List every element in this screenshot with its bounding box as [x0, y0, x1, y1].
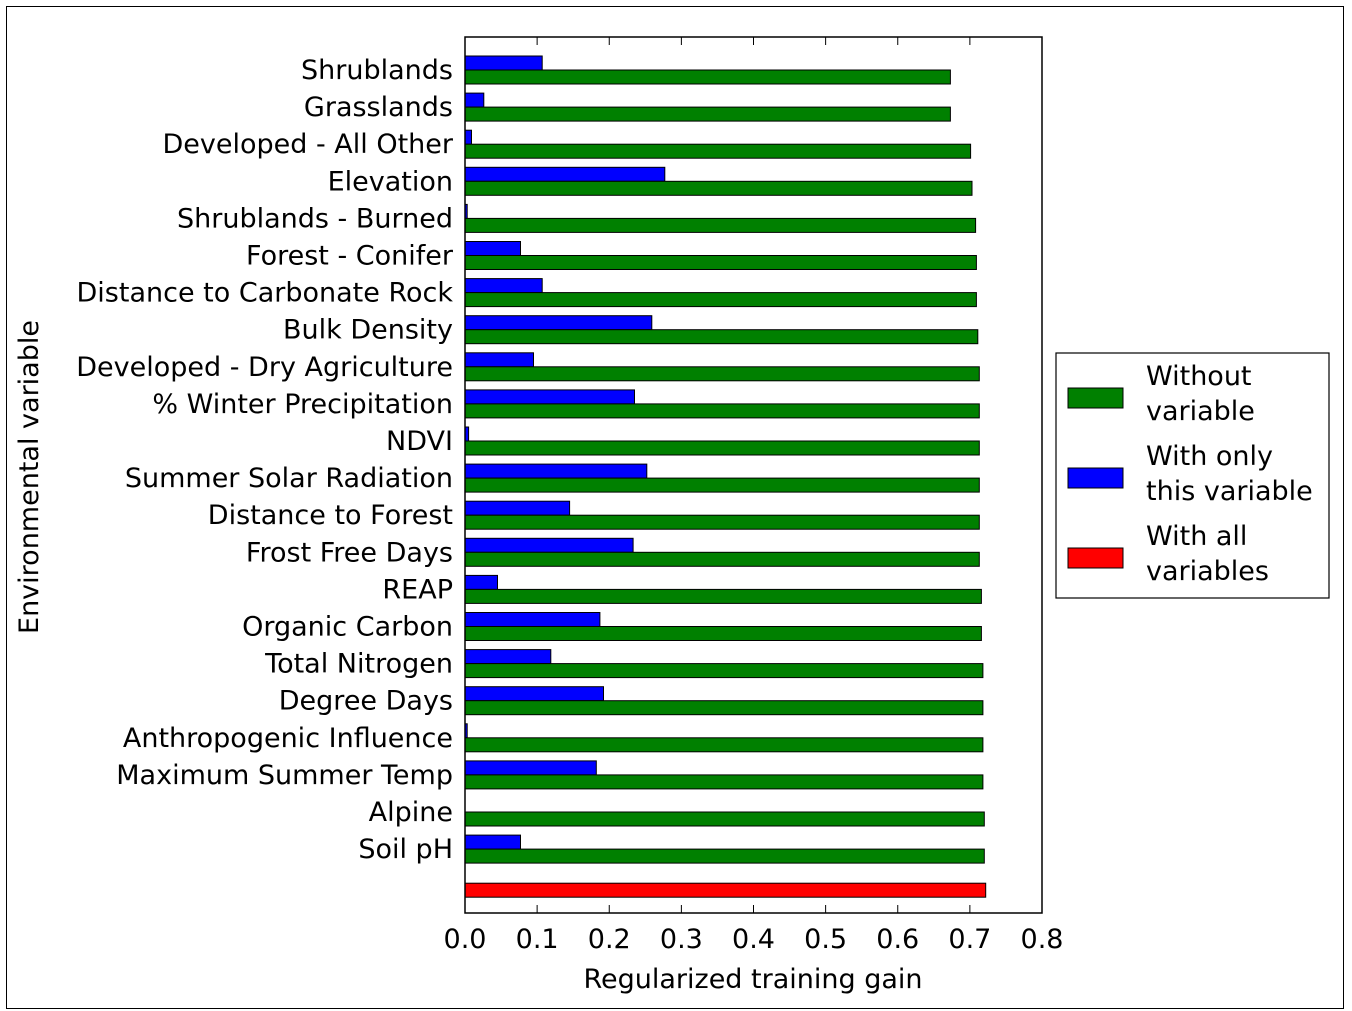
x-tick-label: 0.1 [516, 924, 559, 955]
y-tick-label: Bulk Density [283, 315, 453, 346]
bars-layer [464, 55, 987, 898]
legend: Without variable With only this variable Wit… [1055, 352, 1330, 599]
y-tick-label: Grasslands [304, 92, 453, 123]
y-tick-label: Distance to Carbonate Rock [77, 278, 454, 309]
bar-without-variable [464, 700, 984, 716]
x-tick-label: 0.7 [948, 924, 991, 955]
bar-without-variable [464, 69, 951, 85]
x-axis-label: Regularized training gain [583, 964, 922, 995]
y-axis-label: Environmental variable [14, 320, 45, 634]
bar-without-variable [464, 292, 977, 308]
bar-without-variable [464, 848, 985, 864]
bar-with-all-variables [464, 882, 987, 898]
bar-with-only-this-variable [464, 834, 521, 850]
y-tick-label: Distance to Forest [208, 500, 453, 531]
bar-without-variable [464, 588, 982, 604]
bar-without-variable [464, 774, 984, 790]
bar-with-only-this-variable [464, 352, 534, 368]
bar-with-only-this-variable [464, 241, 521, 256]
y-tick-label: Frost Free Days [246, 537, 453, 568]
x-tick-label: 0.8 [1021, 924, 1064, 955]
bar-without-variable [464, 106, 951, 122]
legend-label-line: With only [1146, 441, 1273, 472]
bar-without-variable [464, 255, 977, 270]
bar-without-variable [464, 217, 977, 233]
bar-without-variable [464, 403, 980, 419]
ticks-layer: Shrublands Grasslands Developed - All Othe… [76, 37, 1063, 955]
bar-with-only-this-variable [464, 92, 485, 108]
y-tick-label: Elevation [328, 166, 453, 197]
y-tick-label: NDVI [386, 426, 453, 457]
bar-without-variable [464, 514, 980, 530]
bar-without-variable [464, 366, 980, 382]
y-tick-label: Anthropogenic Influence [123, 723, 453, 754]
legend-label-line: With all [1146, 521, 1247, 552]
bar-with-only-this-variable [464, 315, 653, 331]
y-tick-label: Developed - Dry Agriculture [76, 352, 453, 383]
bar-without-variable [464, 477, 980, 493]
x-tick-label: 0.6 [876, 924, 919, 955]
x-tick-label: 0.2 [588, 924, 631, 955]
y-tick-label: Soil pH [358, 834, 453, 865]
legend-label-line: variable [1146, 396, 1255, 427]
y-tick-label: Shrublands [301, 55, 453, 86]
y-tick-label: Maximum Summer Temp [116, 760, 453, 791]
bar-with-only-this-variable [464, 278, 543, 294]
bar-without-variable [464, 663, 984, 679]
bar-without-variable [464, 811, 985, 827]
y-tick-label: Developed - All Other [162, 129, 453, 160]
bar-without-variable [464, 551, 980, 567]
y-tick-label: REAP [382, 574, 453, 605]
x-tick-label: 0.5 [804, 924, 847, 955]
y-tick-label: Degree Days [279, 686, 453, 717]
y-tick-label: Organic Carbon [242, 612, 453, 643]
bar-with-only-this-variable [464, 649, 552, 665]
legend-swatch [1067, 467, 1124, 489]
bar-with-only-this-variable [464, 55, 543, 71]
y-tick-label: Alpine [369, 797, 453, 828]
x-tick-label: 0.3 [660, 924, 703, 955]
bar-with-only-this-variable [464, 537, 634, 553]
bar-with-only-this-variable [464, 500, 571, 516]
bar-with-only-this-variable [464, 612, 601, 627]
y-tick-label: Summer Solar Radiation [125, 463, 453, 494]
bar-with-only-this-variable [464, 574, 498, 590]
bar-with-only-this-variable [464, 760, 597, 776]
x-tick-label: 0.0 [444, 924, 487, 955]
bar-with-only-this-variable [464, 129, 472, 145]
x-tick-label: 0.4 [732, 924, 775, 955]
bar-without-variable [464, 143, 972, 159]
legend-label-line: this variable [1146, 476, 1313, 507]
legend-label-line: Without [1146, 361, 1252, 392]
bar-without-variable [464, 440, 980, 456]
legend-label-line: variables [1146, 556, 1269, 587]
bar-without-variable [464, 329, 979, 345]
bar-with-only-this-variable [464, 389, 635, 405]
y-tick-label: Forest - Conifer [246, 241, 454, 272]
legend-swatch [1067, 547, 1124, 569]
bar-with-only-this-variable [464, 686, 604, 702]
bar-without-variable [464, 180, 973, 196]
bar-without-variable [464, 626, 982, 641]
bar-without-variable [464, 737, 984, 753]
bar-with-only-this-variable [464, 166, 666, 182]
legend-swatch [1067, 387, 1124, 409]
y-tick-label: % Winter Precipitation [152, 389, 453, 420]
y-tick-label: Shrublands - Burned [177, 203, 453, 234]
bar-with-only-this-variable [464, 463, 648, 479]
y-tick-label: Total Nitrogen [264, 649, 453, 680]
